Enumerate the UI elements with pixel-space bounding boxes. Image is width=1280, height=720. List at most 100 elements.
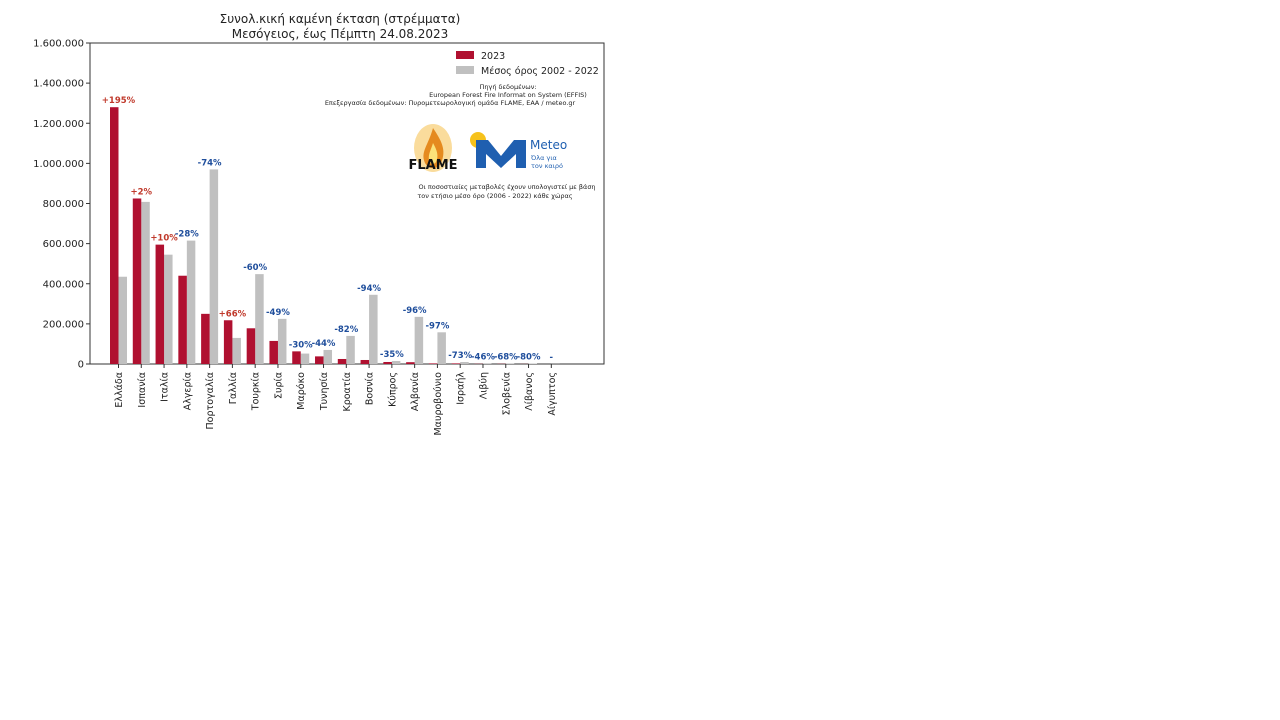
x-tick-label: Ελλάδα [114, 372, 125, 408]
bar-average [186, 240, 196, 364]
data-label: -96% [403, 306, 427, 316]
source-line-3: Επεξεργασία δεδομένων: Πυρομετεωρολογική… [325, 99, 576, 107]
legend-label-2023: 2023 [481, 51, 505, 62]
x-tick-label: Αλβανία [410, 372, 421, 411]
data-label: -60% [243, 263, 267, 273]
bar-average [141, 201, 150, 364]
data-label: -28% [175, 230, 199, 240]
source-line-1: Πηγή δεδομένων: [479, 83, 536, 91]
y-tick-label: 1.600.000 [33, 39, 84, 50]
bar-average [300, 353, 310, 364]
data-label: -44% [312, 339, 336, 349]
bar-2023 [383, 361, 392, 364]
bar-2023 [132, 198, 142, 364]
x-tick-label: Πορτογαλία [205, 372, 216, 430]
x-tick-label: Κροατία [342, 372, 353, 412]
x-tick-label: Λιβύη [478, 372, 489, 399]
bar-average [391, 360, 401, 364]
bar-2023 [428, 363, 438, 364]
note-line-1: Οι ποσοστιαίες μεταβολές έχουν υπολογιστ… [418, 183, 595, 191]
x-tick-label: Ισραήλ [456, 372, 467, 405]
bar-average [232, 337, 241, 364]
flame-logo-text: FLAME [408, 158, 457, 173]
x-tick-label: Αλγερία [182, 372, 193, 410]
bar-average [255, 274, 264, 364]
bar-2023 [246, 328, 256, 364]
chart-subtitle: Μεσόγειος, έως Πέμπτη 24.08.2023 [232, 27, 449, 41]
x-tick-label: Αίγυπτος [547, 372, 558, 416]
data-label: -73% [448, 351, 472, 361]
data-label: -46% [471, 353, 495, 363]
x-tick-label: Γαλλία [228, 372, 239, 404]
bar-2023 [337, 358, 347, 364]
y-tick-label: 1.200.000 [33, 119, 84, 130]
bar-2023 [315, 356, 324, 364]
x-tick-label: Ισπανία [137, 372, 148, 408]
x-tick-label: Μαυροβούνιο [433, 372, 444, 436]
data-label: +66% [219, 309, 247, 319]
x-axis: Ελλάδα Ισπανία Ιταλία Αλγερία Πορτογαλία Γαλλ… [114, 364, 558, 436]
bar-2023 [406, 362, 415, 364]
bar-average [277, 318, 287, 364]
y-tick-label: 200.000 [43, 319, 84, 330]
y-tick-label: 800.000 [43, 199, 84, 210]
bar-average [209, 169, 219, 364]
legend: 2023 Μέσος όρος 2002 - 2022 [456, 51, 599, 77]
x-tick-label: Τουρκία [251, 372, 262, 411]
x-tick-label: Κύπρος [387, 372, 398, 407]
bar-average [323, 349, 333, 364]
x-tick-label: Ιταλία [160, 372, 171, 402]
data-label: +10% [150, 234, 178, 244]
x-tick-label: Μαρόκο [296, 372, 307, 410]
bar-2023 [269, 340, 278, 364]
note-block: Οι ποσοστιαίες μεταβολές έχουν υπολογιστ… [417, 183, 595, 200]
y-tick-label: 1.400.000 [33, 79, 84, 90]
chart-title: Συνολ.κική καμένη έκταση (στρέμματα) [220, 12, 461, 26]
data-label: -80% [517, 352, 541, 362]
x-tick-label: Τυνησία [319, 372, 330, 411]
bar-average [346, 335, 355, 364]
chart-container: Συνολ.κική καμένη έκταση (στρέμματα) Μεσ… [0, 0, 620, 450]
data-label: -49% [266, 308, 290, 318]
legend-label-average: Μέσος όρος 2002 - 2022 [481, 66, 599, 77]
bar-average [118, 276, 127, 364]
bar-average [528, 363, 538, 364]
legend-swatch-2023 [456, 51, 474, 59]
bar-2023 [201, 313, 210, 364]
x-tick-label: Βοσνία [365, 372, 376, 405]
plot-area [89, 42, 605, 365]
x-tick-label: Λίβανος [524, 372, 535, 411]
x-tick-label: Σλοβενία [501, 372, 512, 415]
bar-2023 [292, 351, 301, 364]
data-label: -97% [425, 321, 449, 331]
flame-logo: FLAME [408, 124, 458, 173]
bar-2023 [110, 107, 119, 364]
data-label: -94% [357, 284, 381, 294]
meteo-m-icon [476, 140, 526, 168]
data-label: +195% [102, 96, 136, 106]
bars-group: +195% +2% +10%-28% -74% +66% -60% -49% -30%-44%… [102, 96, 560, 364]
bar-2023 [451, 363, 461, 364]
meteo-tagline-2: τον καιρό [531, 162, 563, 170]
source-block: Πηγή δεδομένων: European Forest Fire Inf… [325, 83, 587, 107]
data-label: -35% [380, 350, 404, 360]
bar-2023 [155, 244, 165, 364]
meteo-tagline-1: Όλα για [530, 154, 557, 162]
data-label: -68% [494, 352, 518, 362]
bar-chart: Συνολ.κική καμένη έκταση (στρέμματα) Μεσ… [33, 12, 605, 436]
y-tick-label: 400.000 [43, 279, 84, 290]
bar-average [460, 361, 469, 364]
x-tick-label: Συρία [273, 372, 284, 399]
bar-average [369, 294, 378, 364]
bar-2023 [178, 275, 187, 364]
y-tick-label: 0 [78, 360, 84, 371]
data-label: - [550, 353, 554, 363]
bar-average [437, 332, 446, 364]
meteo-logo: Meteo Όλα για τον καιρό [470, 132, 567, 170]
data-label: -30% [289, 340, 313, 350]
data-label: -82% [334, 325, 358, 335]
bar-average [164, 254, 173, 364]
y-tick-label: 1.000.000 [33, 159, 84, 170]
source-line-2: European Forest Fire Informat on System … [429, 91, 587, 99]
data-label: -74% [198, 158, 222, 168]
